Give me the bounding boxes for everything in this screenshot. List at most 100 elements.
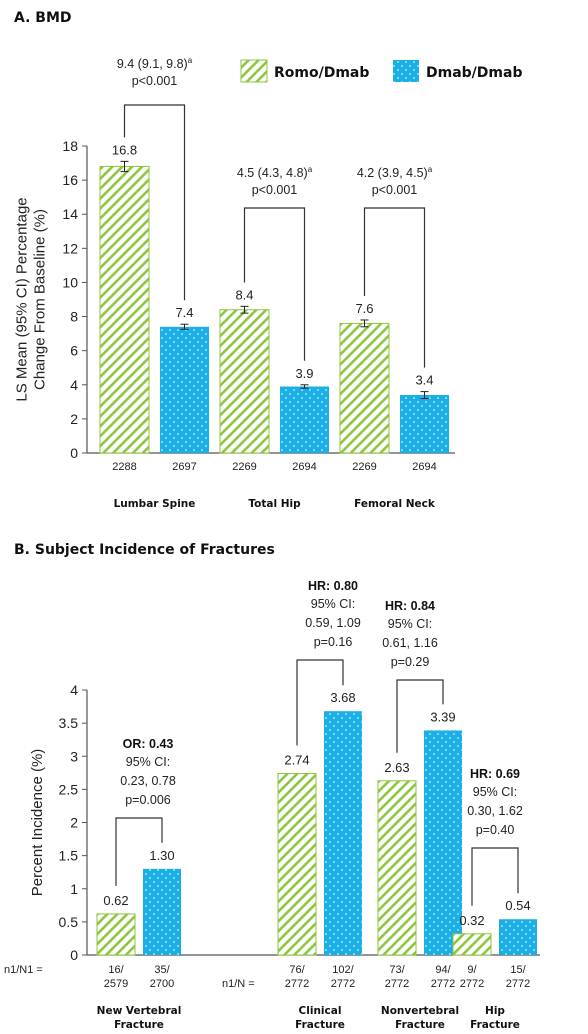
n-label: 76/ <box>289 964 305 976</box>
annotation-estimate-text: 9.4 (9.1, 9.8) <box>117 57 188 71</box>
n-label: 94/ <box>435 964 451 976</box>
data-label: 0.32 <box>459 913 484 928</box>
y-tick-label: 2 <box>70 411 78 427</box>
annotation-estimate-text: 4.2 (3.9, 4.5) <box>357 166 428 180</box>
legend: Romo/Dmab Dmab/Dmab <box>240 59 522 83</box>
bar-romo <box>377 780 417 956</box>
n-label: 2269 <box>232 461 256 473</box>
bar-romo <box>219 309 270 454</box>
annotation-ratio: HR: 0.80 <box>308 579 358 593</box>
legend-label-romo: Romo/Dmab <box>274 65 369 81</box>
data-label: 3.68 <box>330 690 355 705</box>
annotation-pvalue: p<0.001 <box>372 183 418 197</box>
y-axis-title-line: Change From Baseline (%) <box>32 209 49 390</box>
category-label: Fracture <box>114 1019 164 1031</box>
annotation-line: 95% CI: <box>311 597 355 611</box>
data-label: 3.9 <box>295 366 313 381</box>
bar-romo <box>99 165 150 454</box>
bar-dmab <box>160 326 209 453</box>
category-label: New Vertebral <box>97 1005 182 1017</box>
annotation-pvalue: p<0.001 <box>132 74 178 88</box>
data-label: 3.4 <box>415 373 433 388</box>
y-tick-label: 12 <box>62 240 78 256</box>
y-tick-label: 3.5 <box>59 715 79 731</box>
bar-dmab <box>499 919 537 955</box>
n-label: 2697 <box>172 461 196 473</box>
n-label: 2269 <box>352 461 376 473</box>
bar-dmab <box>400 395 449 453</box>
annotation-superscript: a <box>428 165 433 174</box>
n-label: 2579 <box>104 978 128 990</box>
bar-romo <box>452 933 492 956</box>
n-label: 2694 <box>412 461 436 473</box>
annotation-line: 95% CI: <box>126 755 170 769</box>
bar-romo <box>96 913 136 956</box>
legend-swatch-romo <box>240 59 268 83</box>
category-label: Total Hip <box>248 498 301 510</box>
y-axis-title-line: LS Mean (95% CI) Percentage <box>14 197 31 401</box>
y-tick-label: 1.5 <box>59 848 79 864</box>
category-label: Lumbar Spine <box>114 498 196 510</box>
y-tick-label: 3 <box>70 748 78 764</box>
y-axis-title: Percent Incidence (%) <box>29 749 46 897</box>
annotation-line: p=0.006 <box>125 793 171 807</box>
data-label: 0.54 <box>505 898 530 913</box>
data-label: 16.8 <box>112 142 137 157</box>
annotation-estimate: 4.5 (4.3, 4.8)a <box>237 165 313 180</box>
n-label: 2772 <box>385 978 409 990</box>
annotation-ratio: HR: 0.84 <box>385 599 435 613</box>
y-tick-label: 10 <box>62 274 78 290</box>
y-tick-label: 2 <box>70 815 78 831</box>
y-tick-label: 0 <box>70 947 78 963</box>
n-label: 2288 <box>112 461 136 473</box>
legend-label-dmab: Dmab/Dmab <box>426 65 522 81</box>
significance-bracket <box>471 847 519 906</box>
n-label: 2772 <box>506 978 530 990</box>
y-tick-label: 1 <box>70 881 78 897</box>
data-label: 2.74 <box>284 752 309 767</box>
category-label: Clinical <box>299 1005 342 1017</box>
annotation-estimate-text: 4.5 (4.3, 4.8) <box>237 166 308 180</box>
y-axis-title: LS Mean (95% CI) PercentageChange From B… <box>14 197 49 401</box>
bmd-chart: 0 2 4 6 8 10 12 14 16 18 LS Mean (95% CI) Percenta… <box>14 56 455 510</box>
data-label: 3.39 <box>430 709 455 724</box>
legend-swatch-dmab <box>393 60 419 82</box>
category-label: Fracture <box>395 1019 445 1031</box>
panel-b-title: B. Subject Incidence of Fractures <box>14 542 275 558</box>
category-label: Fracture <box>295 1019 345 1031</box>
y-tick-label: 2.5 <box>59 781 79 797</box>
annotation-line: 95% CI: <box>473 785 517 799</box>
annotation-line: 0.61, 1.16 <box>382 636 438 650</box>
panel-a-title: A. BMD <box>14 10 72 26</box>
bar-romo <box>339 322 390 454</box>
significance-bracket <box>296 659 344 746</box>
category-label: Hip <box>485 1005 505 1017</box>
y-tick-label: 0.5 <box>59 914 79 930</box>
n-label: 35/ <box>154 964 170 976</box>
annotation-ratio: HR: 0.69 <box>470 767 520 781</box>
n-prefix-label: n1/N = <box>222 978 255 990</box>
n-label: 2772 <box>460 978 484 990</box>
annotation-line: p=0.29 <box>391 655 430 669</box>
bar-dmab <box>280 386 329 453</box>
annotation-line: 0.59, 1.09 <box>305 616 361 630</box>
y-tick-label: 16 <box>62 172 78 188</box>
fracture-chart: 0 0.5 1 1.5 2 2.5 3 3.5 4 Percent Incidence (%) n1… <box>4 579 540 1031</box>
n-label: 15/ <box>510 964 526 976</box>
data-label: 7.6 <box>355 301 373 316</box>
y-tick-label: 6 <box>70 343 78 359</box>
significance-bracket <box>115 817 163 886</box>
data-label: 2.63 <box>384 760 409 775</box>
data-label: 7.4 <box>175 305 193 320</box>
category-label: Nonvertebral <box>381 1005 459 1017</box>
annotation-superscript: a <box>308 165 313 174</box>
y-tick-label: 4 <box>70 377 78 393</box>
n-label: 2694 <box>292 461 316 473</box>
data-label: 8.4 <box>235 287 253 302</box>
annotation-estimate: 9.4 (9.1, 9.8)a <box>117 56 193 71</box>
significance-bracket <box>123 104 186 301</box>
annotation-line: 95% CI: <box>388 617 432 631</box>
n-label: 73/ <box>389 964 405 976</box>
annotation-superscript: a <box>188 56 193 65</box>
